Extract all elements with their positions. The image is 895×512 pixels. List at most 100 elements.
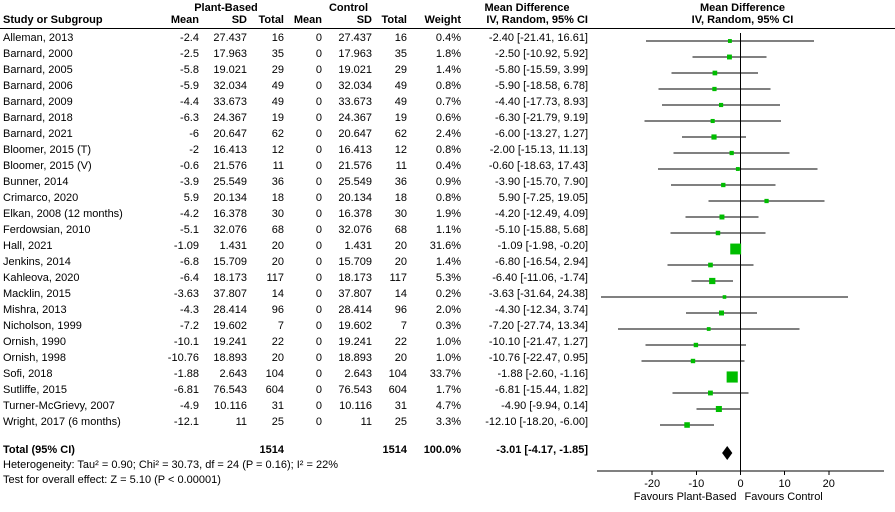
- cell-total: 68: [271, 224, 284, 236]
- cell-c_sd: 25.549: [338, 176, 372, 188]
- cell-mean: -10.1: [173, 336, 199, 348]
- cell-c_sd: 32.076: [338, 224, 372, 236]
- cell-name: Mishra, 2013: [3, 304, 67, 316]
- col-header-ci-text: IV, Random, 95% CI: [486, 14, 588, 26]
- cell-mean: -1.09: [173, 240, 199, 252]
- x-tick-label: 20: [823, 478, 835, 490]
- cell-total: 49: [271, 96, 284, 108]
- effect-square: [764, 198, 769, 204]
- cell-c_mean: 0: [315, 80, 322, 92]
- cell-c_mean: 0: [315, 384, 322, 396]
- cell-sd: 1.431: [219, 240, 247, 252]
- cell-mean: -2.5: [180, 48, 199, 60]
- cell-total: 104: [265, 368, 284, 380]
- cell-c_total: 104: [388, 368, 407, 380]
- effect-square: [721, 182, 726, 188]
- cell-name: Bunner, 2014: [3, 176, 69, 188]
- cell-sd: 21.576: [213, 160, 247, 172]
- cell-total: 16: [271, 32, 284, 44]
- cell-c_sd: 18.173: [338, 272, 372, 284]
- cell-c_total: 35: [394, 48, 407, 60]
- spacer: [202, 442, 250, 458]
- cell-total: 117: [266, 272, 284, 284]
- favours-right-label: Favours Control: [745, 491, 823, 503]
- effect-square: [727, 39, 732, 43]
- cell-weight: 33.7%: [429, 368, 461, 380]
- cell-c_mean: 0: [315, 272, 322, 284]
- effect-square: [715, 405, 722, 413]
- cell-mean: -3.63: [173, 288, 199, 300]
- cell-mean: -7.2: [180, 320, 199, 332]
- cell-c_sd: 20.134: [338, 192, 372, 204]
- cell-total: 36: [271, 176, 284, 188]
- cell-md: -2.40 [-21.41, 16.61]: [488, 32, 588, 44]
- cell-sd: 19.021: [213, 64, 247, 76]
- cell-md: -5.10 [-15.88, 5.68]: [495, 224, 588, 236]
- cell-name: Macklin, 2015: [3, 288, 71, 300]
- table-row: Ornish, 1990 -10.1 19.241 22 0 19.241 22 1.0% -1…: [0, 334, 590, 350]
- col-header-weight: Weight: [424, 14, 461, 26]
- cell-total: 18: [271, 192, 284, 204]
- cell-c_mean: 0: [315, 192, 322, 204]
- spacer: [410, 2, 464, 14]
- cell-mean: -0.6: [180, 160, 199, 172]
- cell-mean: -4.2: [180, 208, 199, 220]
- cell-c_sd: 19.241: [338, 336, 372, 348]
- cell-c_sd: 16.413: [338, 144, 372, 156]
- cell-c_sd: 10.116: [339, 400, 372, 412]
- table-row: Mishra, 2013 -4.3 28.414 96 0 28.414 96 2.0% -4.…: [0, 302, 590, 318]
- table-row: Sofi, 2018 -1.88 2.643 104 0 2.643 104 33.7% -1.…: [0, 366, 590, 382]
- table-row: Hall, 2021 -1.09 1.431 20 0 1.431 20 31.6% -1.09…: [0, 238, 590, 254]
- cell-sd: 18.893: [213, 352, 247, 364]
- cell-total: 12: [271, 144, 284, 156]
- table-row: Bloomer, 2015 (T) -2 16.413 12 0 16.413 12 0.8%…: [0, 142, 590, 158]
- cell-c_sd: 32.034: [338, 80, 372, 92]
- cell-c_total: 49: [394, 96, 407, 108]
- total-md-ci: -3.01 [-4.17, -1.85]: [496, 444, 588, 456]
- cell-c_total: 22: [394, 336, 407, 348]
- cell-c_mean: 0: [315, 336, 322, 348]
- cell-weight: 0.8%: [435, 144, 461, 156]
- cell-c_mean: 0: [315, 144, 322, 156]
- cell-md: -12.10 [-18.20, -6.00]: [485, 416, 588, 428]
- cell-weight: 3.3%: [435, 416, 461, 428]
- cell-md: -4.40 [-17.73, 8.93]: [495, 96, 588, 108]
- cell-c_sd: 15.709: [338, 256, 372, 268]
- spacer: [165, 442, 202, 458]
- table-row: Barnard, 2009 -4.4 33.673 49 0 33.673 49 0.7% -4…: [0, 94, 590, 110]
- cell-c_sd: 28.414: [338, 304, 372, 316]
- x-tick-label: -10: [688, 478, 704, 490]
- cell-sd: 2.643: [219, 368, 247, 380]
- cell-weight: 2.0%: [435, 304, 461, 316]
- cell-weight: 0.7%: [435, 96, 461, 108]
- overall-effect-text: Test for overall effect: Z = 5.10 (P < 0…: [3, 474, 221, 486]
- cell-sd: 32.034: [213, 80, 247, 92]
- cell-c_mean: 0: [315, 176, 322, 188]
- cell-total: 22: [271, 336, 284, 348]
- cell-c_total: 31: [394, 400, 407, 412]
- cell-c_total: 19: [394, 112, 407, 124]
- cell-name: Ornish, 1990: [3, 336, 66, 348]
- x-tick-label: 0: [737, 478, 743, 490]
- effect-square: [712, 86, 717, 92]
- cell-mean: -5.8: [180, 64, 199, 76]
- cell-c_total: 18: [394, 192, 407, 204]
- effect-square: [690, 358, 696, 364]
- table-row: Nicholson, 1999 -7.2 19.602 7 0 19.602 7 0.3% -7…: [0, 318, 590, 334]
- cell-mean: -2: [189, 144, 199, 156]
- group-header-mean-difference-plot: Mean Difference: [700, 2, 785, 14]
- cell-c_mean: 0: [315, 400, 322, 412]
- cell-c_mean: 0: [315, 304, 322, 316]
- cell-total: 49: [271, 80, 284, 92]
- cell-mean: -2.4: [180, 32, 199, 44]
- spacer: [0, 2, 165, 14]
- cell-c_total: 49: [394, 80, 407, 92]
- cell-c_mean: 0: [315, 416, 322, 428]
- cell-total: 11: [272, 160, 284, 172]
- cell-md: -2.00 [-15.13, 11.13]: [489, 144, 588, 156]
- cell-md: -4.30 [-12.34, 3.74]: [495, 304, 588, 316]
- cell-c_total: 12: [394, 144, 407, 156]
- cell-md: -6.00 [-13.27, 1.27]: [495, 128, 588, 140]
- spacer: [325, 442, 375, 458]
